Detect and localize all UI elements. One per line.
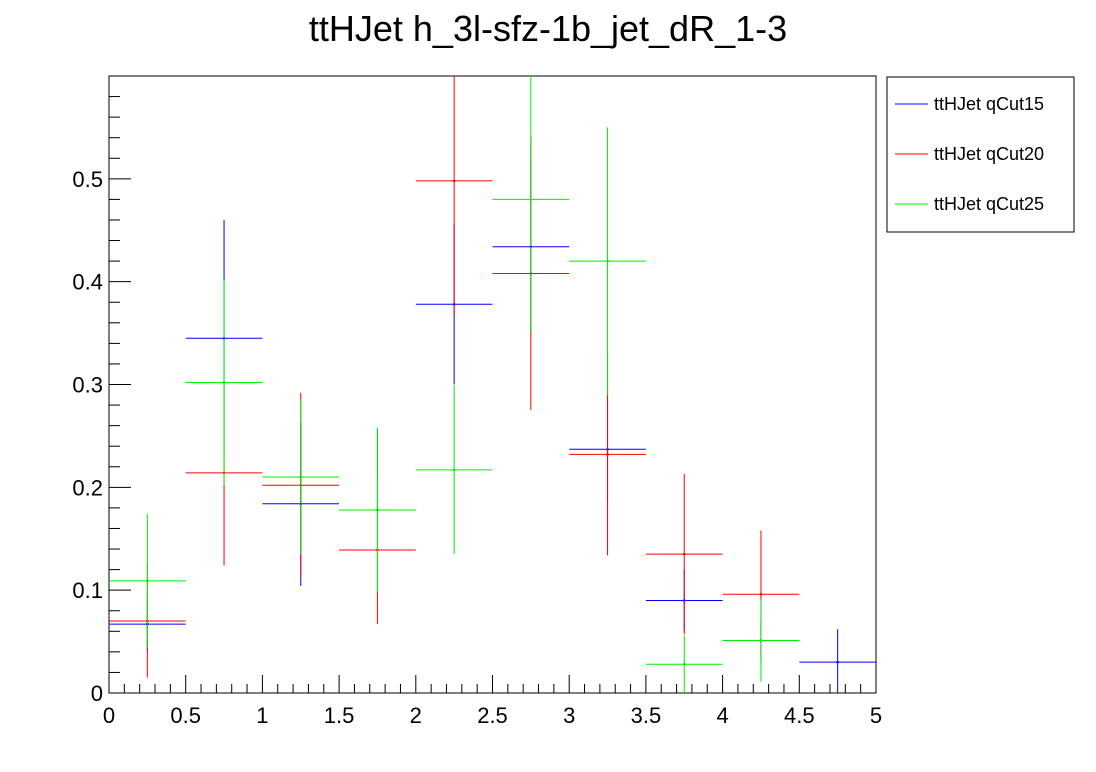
axes: 0 0.5 1 1.5 2 2.5 3 3.5 4 4.5 5 0 0.1 0.2 0.3 0.4 0.5 <box>72 96 882 728</box>
y-tick-label: 0.3 <box>72 373 103 398</box>
data-point-marker <box>222 381 226 384</box>
x-tick-label: 5 <box>870 703 882 728</box>
x-tick-label: 2.5 <box>477 703 508 728</box>
data-point-marker <box>376 508 379 512</box>
data-point-marker <box>836 660 839 664</box>
data-point-marker <box>452 468 456 472</box>
legend-label: ttHJet qCut15 <box>934 94 1044 114</box>
data-point-marker <box>682 662 686 666</box>
data-point-marker <box>146 579 149 583</box>
x-tick-label: 4 <box>716 703 728 728</box>
x-tick-label: 2 <box>410 703 422 728</box>
y-tick-label: 0.1 <box>72 578 103 603</box>
legend-label: ttHJet qCut25 <box>934 194 1044 214</box>
y-tick-label: 0.4 <box>72 270 103 295</box>
x-tick-label: 3.5 <box>631 703 662 728</box>
legend-label: ttHJet qCut20 <box>934 144 1044 164</box>
data-point-marker <box>606 453 609 456</box>
series-3 <box>109 76 800 693</box>
y-tick-label: 0 <box>91 681 103 706</box>
x-tick-label: 1.5 <box>324 703 355 728</box>
data-point-marker <box>759 639 763 642</box>
x-tick-label: 3 <box>563 703 575 728</box>
y-tick-label: 0.2 <box>72 475 103 500</box>
x-tick-label: 0.5 <box>170 703 201 728</box>
x-tick-label: 4.5 <box>784 703 815 728</box>
x-tick-label: 1 <box>256 703 268 728</box>
data-point-marker <box>452 179 456 183</box>
x-tick-label: 0 <box>103 703 115 728</box>
series-layer <box>109 76 876 693</box>
data-point-marker <box>682 552 686 556</box>
data-point-marker <box>299 475 303 479</box>
legend: ttHJet qCut15 ttHJet qCut20 ttHJet qCut25 <box>886 76 1075 233</box>
data-point-marker <box>606 259 609 263</box>
data-point-marker <box>529 198 533 201</box>
chart-title: ttHJet h_3l-sfz-1b_jet_dR_1-3 <box>308 8 788 49</box>
data-point-marker <box>759 592 763 596</box>
y-tick-label: 0.5 <box>72 167 103 192</box>
